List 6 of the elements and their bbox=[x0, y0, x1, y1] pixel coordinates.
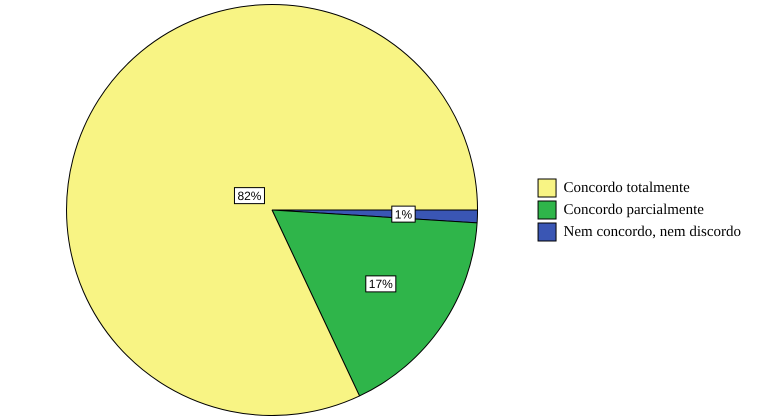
legend-label: Concordo totalmente bbox=[564, 180, 690, 196]
legend-label: Concordo parcialmente bbox=[564, 202, 704, 218]
legend-label: Nem concordo, nem discordo bbox=[564, 224, 741, 240]
data-label: 82% bbox=[237, 189, 262, 203]
data-label: 1% bbox=[394, 207, 412, 222]
data-label: 17% bbox=[368, 277, 394, 292]
